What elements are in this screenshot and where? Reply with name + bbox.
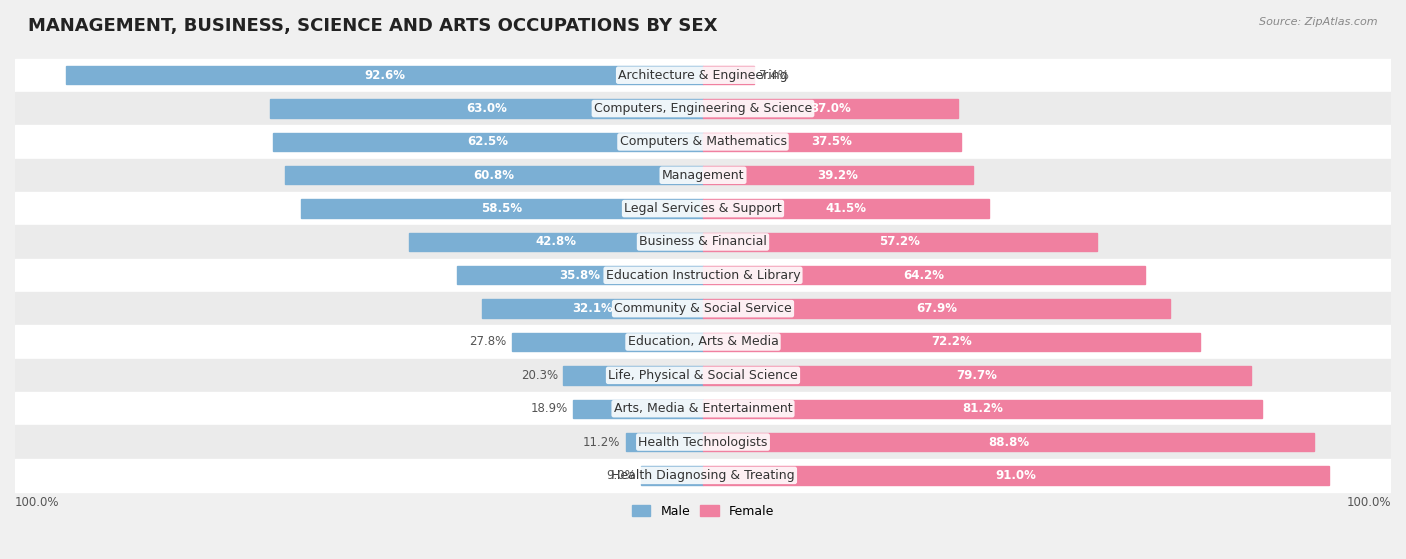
Text: 100.0%: 100.0% [1347, 496, 1391, 509]
Text: 32.1%: 32.1% [572, 302, 613, 315]
Bar [564, 366, 703, 385]
Bar [482, 300, 703, 318]
Text: 81.2%: 81.2% [962, 402, 1002, 415]
Text: 41.5%: 41.5% [825, 202, 866, 215]
Text: 79.7%: 79.7% [956, 369, 998, 382]
Text: 92.6%: 92.6% [364, 69, 405, 82]
Text: 18.9%: 18.9% [530, 402, 568, 415]
Text: 67.9%: 67.9% [917, 302, 957, 315]
Text: 88.8%: 88.8% [988, 435, 1029, 448]
Bar [15, 225, 1391, 259]
Bar [284, 166, 703, 184]
Bar [15, 259, 1391, 292]
Bar [15, 392, 1391, 425]
Bar [512, 333, 703, 351]
Bar [641, 466, 703, 485]
Bar [703, 400, 1261, 418]
Bar [703, 366, 1251, 385]
Text: MANAGEMENT, BUSINESS, SCIENCE AND ARTS OCCUPATIONS BY SEX: MANAGEMENT, BUSINESS, SCIENCE AND ARTS O… [28, 17, 717, 35]
Text: Source: ZipAtlas.com: Source: ZipAtlas.com [1260, 17, 1378, 27]
Bar [457, 266, 703, 285]
Text: 9.0%: 9.0% [606, 469, 636, 482]
Text: 72.2%: 72.2% [931, 335, 972, 348]
Text: 27.8%: 27.8% [470, 335, 506, 348]
Bar [270, 100, 703, 118]
Text: Life, Physical & Social Science: Life, Physical & Social Science [609, 369, 797, 382]
Text: 58.5%: 58.5% [481, 202, 522, 215]
Bar [15, 125, 1391, 159]
Legend: Male, Female: Male, Female [627, 500, 779, 523]
Text: 35.8%: 35.8% [560, 269, 600, 282]
Text: Education Instruction & Library: Education Instruction & Library [606, 269, 800, 282]
Text: Health Diagnosing & Treating: Health Diagnosing & Treating [612, 469, 794, 482]
Text: Computers & Mathematics: Computers & Mathematics [620, 135, 786, 148]
Text: 62.5%: 62.5% [468, 135, 509, 148]
Bar [703, 233, 1097, 251]
Text: 100.0%: 100.0% [15, 496, 59, 509]
Bar [15, 459, 1391, 492]
Bar [703, 200, 988, 218]
Bar [703, 433, 1315, 451]
Bar [15, 192, 1391, 225]
Text: Computers, Engineering & Science: Computers, Engineering & Science [593, 102, 813, 115]
Text: Health Technologists: Health Technologists [638, 435, 768, 448]
Text: 37.0%: 37.0% [810, 102, 851, 115]
Text: 7.4%: 7.4% [759, 69, 789, 82]
Text: 42.8%: 42.8% [536, 235, 576, 248]
Text: Management: Management [662, 169, 744, 182]
Text: Education, Arts & Media: Education, Arts & Media [627, 335, 779, 348]
Text: 20.3%: 20.3% [520, 369, 558, 382]
Text: 37.5%: 37.5% [811, 135, 852, 148]
Bar [15, 359, 1391, 392]
Bar [15, 159, 1391, 192]
Text: Arts, Media & Entertainment: Arts, Media & Entertainment [613, 402, 793, 415]
Text: 57.2%: 57.2% [879, 235, 920, 248]
Bar [703, 266, 1144, 285]
Bar [626, 433, 703, 451]
Bar [703, 66, 754, 84]
Bar [66, 66, 703, 84]
Bar [15, 59, 1391, 92]
Text: 11.2%: 11.2% [583, 435, 620, 448]
Bar [301, 200, 703, 218]
Text: 60.8%: 60.8% [474, 169, 515, 182]
Bar [273, 132, 703, 151]
Bar [703, 166, 973, 184]
Bar [574, 400, 703, 418]
Text: Legal Services & Support: Legal Services & Support [624, 202, 782, 215]
Bar [703, 300, 1170, 318]
Bar [703, 100, 957, 118]
Text: Architecture & Engineering: Architecture & Engineering [619, 69, 787, 82]
Text: 64.2%: 64.2% [903, 269, 945, 282]
Bar [15, 92, 1391, 125]
Bar [409, 233, 703, 251]
Bar [703, 333, 1199, 351]
Text: 63.0%: 63.0% [465, 102, 506, 115]
Bar [15, 292, 1391, 325]
Text: 39.2%: 39.2% [817, 169, 858, 182]
Bar [15, 325, 1391, 359]
Text: Business & Financial: Business & Financial [640, 235, 766, 248]
Bar [15, 425, 1391, 459]
Bar [703, 466, 1329, 485]
Text: 91.0%: 91.0% [995, 469, 1036, 482]
Text: Community & Social Service: Community & Social Service [614, 302, 792, 315]
Bar [703, 132, 960, 151]
